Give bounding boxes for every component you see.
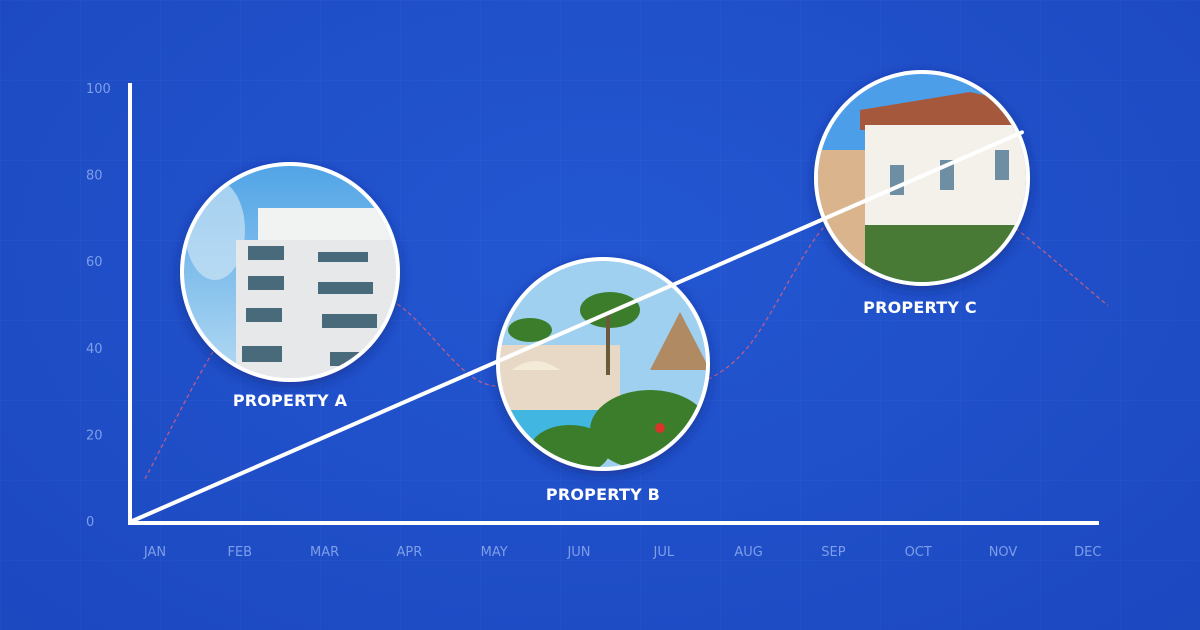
x-tick-label: JUN (566, 545, 590, 560)
x-tick-label: MAR (310, 545, 339, 560)
y-tick-label: 0 (86, 515, 94, 530)
y-tick-label: 60 (86, 255, 103, 270)
trend-line (128, 130, 1024, 524)
x-tick-label: NOV (989, 545, 1018, 560)
property-c-label: PROPERTY C (863, 298, 977, 317)
property-a-label: PROPERTY A (233, 391, 348, 410)
x-tick-label: MAY (481, 545, 508, 560)
property-a-photo (180, 162, 400, 382)
x-tick-label: SEP (821, 545, 845, 560)
x-tick-label: FEB (227, 545, 252, 560)
x-tick-label: JUL (653, 545, 675, 560)
x-tick-label: DEC (1074, 545, 1101, 560)
property-b-photo (496, 257, 710, 471)
property-b-label: PROPERTY B (546, 485, 660, 504)
x-tick-label: OCT (905, 545, 932, 560)
x-tick-label: APR (397, 545, 423, 560)
x-tick-label: AUG (734, 545, 762, 560)
y-tick-label: 20 (86, 428, 103, 443)
y-tick-label: 40 (86, 342, 103, 357)
property-c-photo (814, 70, 1030, 286)
x-tick-label: JAN (143, 545, 166, 560)
y-tick-label: 80 (86, 169, 103, 184)
y-tick-label: 100 (86, 82, 111, 97)
